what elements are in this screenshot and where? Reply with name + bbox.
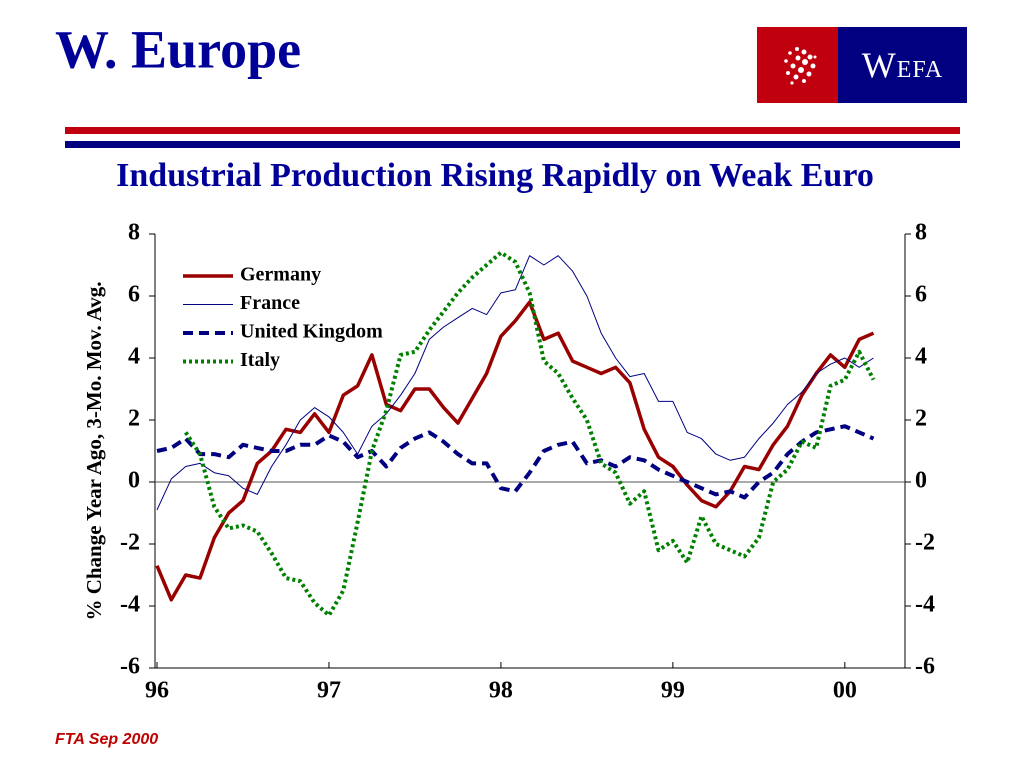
- legend-label: Germany: [240, 264, 321, 286]
- x-tick-label: 98: [489, 678, 513, 704]
- y-axis-label: % Change Year Ago, 3-Mo. Mov. Avg.: [82, 281, 106, 620]
- plot: -6 -4 -2 0 2 4 6 8 -6 -4 -2 0 2 4 6 8 96 97 98 99 00 Germany F…: [120, 220, 935, 704]
- legend-label: United Kingdom: [240, 321, 383, 343]
- y-tick-label: -2: [120, 530, 140, 556]
- x-tick-label: 96: [145, 678, 169, 704]
- legend-label: Italy: [240, 349, 280, 371]
- series-line: [156, 424, 875, 500]
- blue-stripe: [65, 141, 960, 148]
- y2-tick-label: 6: [915, 282, 927, 308]
- legend-label: France: [240, 292, 300, 314]
- series-line: [156, 255, 874, 511]
- x-tick-label: 97: [317, 678, 341, 704]
- chart-title: Industrial Production Rising Rapidly on …: [116, 157, 874, 194]
- y2-tick-label: -2: [915, 530, 935, 556]
- y2-tick-label: 4: [915, 344, 927, 370]
- y-tick-label: 4: [128, 344, 140, 370]
- y2-tick-label: 2: [915, 406, 927, 432]
- y2-tick-label: -4: [915, 592, 935, 618]
- y-tick-label: -6: [120, 654, 140, 680]
- y2-tick-label: 8: [915, 220, 927, 246]
- red-stripe: [65, 127, 960, 134]
- y-tick-label: -4: [120, 592, 140, 618]
- logo-text-box: WEFA: [838, 27, 967, 103]
- y-tick-label: 6: [128, 282, 140, 308]
- slide-title: W. Europe: [55, 19, 301, 79]
- footer: FTA Sep 2000: [55, 731, 158, 748]
- y-tick-label: 8: [128, 220, 140, 246]
- series-line: [155, 300, 875, 602]
- logo-mark: [757, 27, 838, 103]
- logo-text: WEFA: [861, 45, 944, 85]
- logo: WEFA: [757, 27, 967, 103]
- y-tick-label: 2: [128, 406, 140, 432]
- x-tick-label: 00: [833, 678, 857, 704]
- y2-tick-label: 0: [915, 468, 927, 494]
- y2-tick-label: -6: [915, 654, 935, 680]
- y-tick-label: 0: [128, 468, 140, 494]
- series-line: [184, 250, 876, 618]
- x-tick-label: 99: [661, 678, 685, 704]
- logo-dots: [784, 47, 817, 85]
